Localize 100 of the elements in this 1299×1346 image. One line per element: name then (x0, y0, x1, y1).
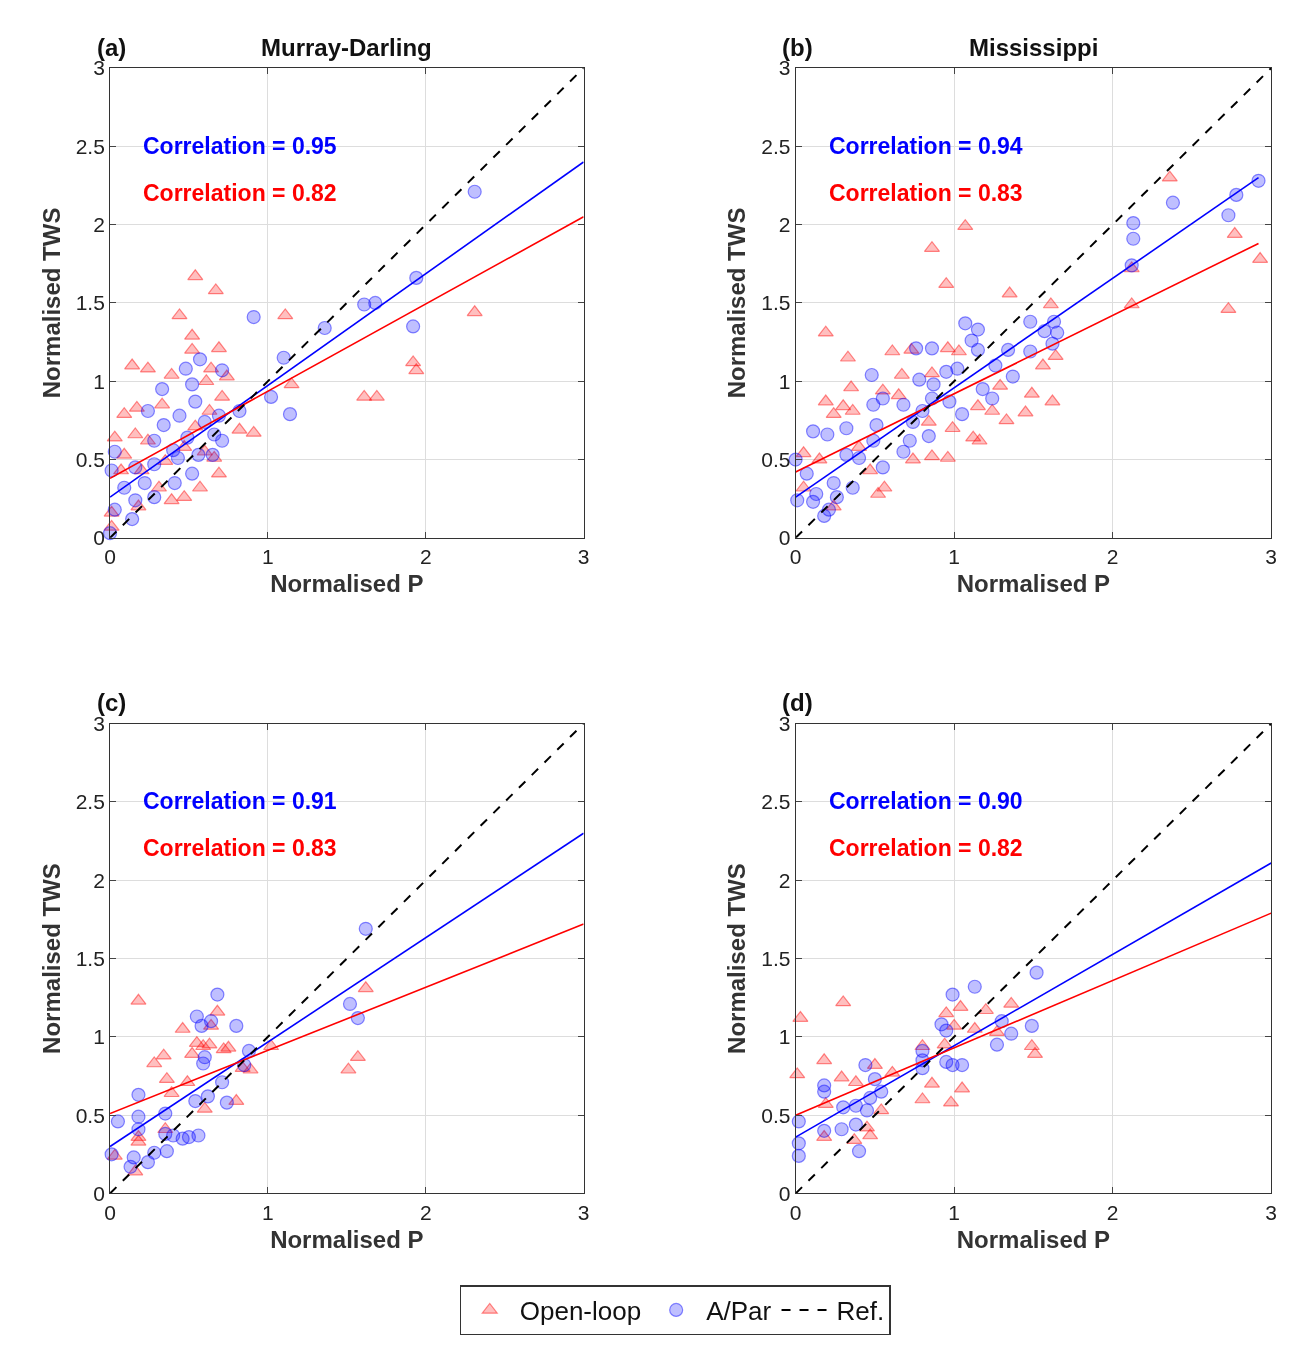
point (1042, 297, 1059, 309)
point (1004, 1026, 1019, 1041)
point (282, 407, 298, 422)
point (844, 403, 861, 415)
y-tick-label: 2.5 (75, 134, 105, 158)
y-tick-label: 2 (778, 868, 791, 892)
point (939, 341, 956, 353)
point (408, 363, 425, 375)
point (104, 1147, 119, 1162)
point (957, 219, 974, 231)
point (170, 450, 186, 466)
point (835, 399, 852, 411)
point (950, 361, 965, 376)
point (110, 1114, 126, 1129)
point (1017, 405, 1034, 417)
point (163, 493, 180, 505)
point (184, 342, 201, 354)
point (358, 921, 373, 936)
point (1251, 173, 1266, 188)
point (154, 397, 171, 409)
point (809, 486, 824, 502)
point (942, 394, 957, 409)
point (209, 1004, 226, 1016)
point (792, 1010, 809, 1022)
y-tick-label: 2 (93, 212, 105, 236)
y-tick-label: 1 (93, 369, 105, 393)
point (884, 344, 901, 356)
point (125, 511, 140, 527)
point (467, 184, 482, 199)
x-axis-title: Normalised P (956, 570, 1111, 598)
y-tick-label: 1 (778, 1025, 791, 1049)
point (869, 418, 884, 433)
y-tick-label: 1.5 (75, 946, 105, 970)
point (975, 381, 990, 397)
annotation: Correlation = 0.91 (143, 788, 337, 814)
point (939, 1023, 954, 1038)
point (848, 1117, 863, 1132)
point (985, 391, 1000, 406)
point (989, 1037, 1005, 1052)
point (172, 408, 187, 423)
point (178, 361, 193, 376)
point (130, 993, 147, 1005)
point (1001, 286, 1018, 298)
legend-label: A/Par (706, 1296, 772, 1327)
point (890, 388, 907, 400)
point (971, 433, 988, 445)
point (834, 1122, 849, 1137)
point (171, 308, 188, 320)
annotation: Correlation = 0.94 (829, 133, 1023, 159)
point (188, 1093, 203, 1109)
point (246, 309, 261, 325)
point (862, 463, 879, 475)
point (833, 1070, 850, 1082)
point (924, 341, 940, 356)
y-tick-label: 1 (93, 1025, 105, 1049)
x-tick-label: 2 (419, 545, 432, 569)
point (945, 1057, 960, 1073)
point (847, 1075, 864, 1087)
y-tick-label: 0.5 (761, 447, 791, 471)
point (276, 350, 291, 365)
point (820, 427, 835, 442)
point (875, 460, 890, 475)
point (220, 1040, 237, 1052)
point (970, 322, 986, 337)
point (826, 475, 841, 491)
point (817, 394, 834, 406)
x-tick-label: 1 (262, 1200, 274, 1224)
point (131, 1087, 146, 1102)
point (198, 374, 215, 386)
y-axis-title: Normalised TWS (37, 863, 65, 1054)
point (283, 377, 300, 389)
x-tick-label: 2 (1106, 1200, 1119, 1224)
point (231, 422, 248, 434)
y-tick-label: 2.5 (761, 134, 791, 158)
point (201, 1037, 218, 1049)
point (215, 433, 230, 448)
point (966, 1021, 983, 1033)
point (215, 1075, 230, 1090)
point (909, 341, 924, 356)
point (896, 444, 911, 459)
point (970, 342, 986, 358)
point (977, 1003, 994, 1015)
chart-title: Mississippi (969, 34, 1099, 61)
point (1161, 170, 1178, 182)
point (1024, 1018, 1039, 1033)
point (466, 305, 483, 317)
point (893, 367, 910, 379)
point (342, 996, 358, 1012)
chart-title: Murray-Darling (261, 34, 432, 61)
point (184, 1046, 201, 1058)
point (1165, 195, 1181, 210)
y-tick-label: 1.5 (761, 946, 791, 970)
point (245, 425, 262, 437)
point (1221, 208, 1236, 223)
point (864, 367, 879, 383)
point (123, 1159, 138, 1174)
point (368, 295, 383, 311)
point (229, 1018, 244, 1033)
y-tick-label: 0 (778, 526, 791, 550)
point (210, 987, 225, 1002)
